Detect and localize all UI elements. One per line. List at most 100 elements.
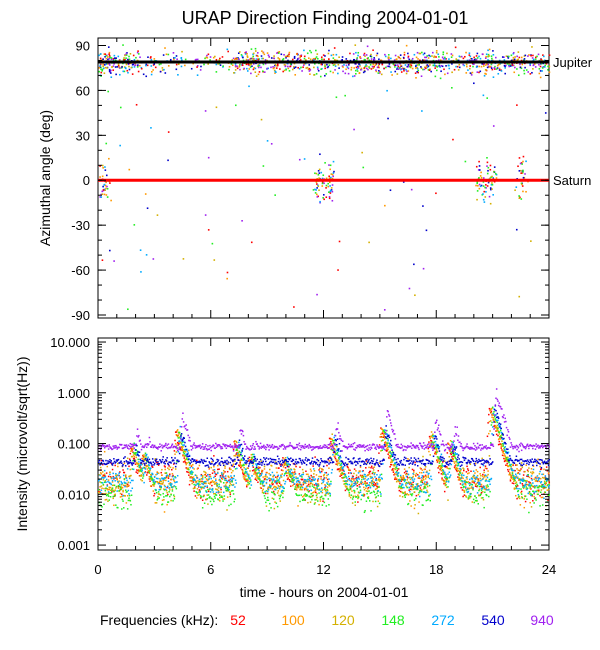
intensity-point [386,442,389,444]
intensity-point [453,453,455,455]
intensity-point [418,459,421,462]
azimuth-point [343,64,345,66]
intensity-point [325,505,328,507]
azimuth-point [480,176,483,179]
intensity-point [425,491,428,494]
intensity-point [509,464,512,467]
azimuth-point [490,176,492,179]
azimuth-point [322,193,325,196]
intensity-point [336,463,339,465]
azimuth-point [129,52,132,55]
intensity-point [353,468,356,470]
intensity-point [238,464,240,466]
intensity-point [438,445,441,448]
azimuth-point [476,182,479,185]
intensity-point [428,477,431,480]
intensity-point [441,461,444,463]
azimuth-point [305,59,307,61]
intensity-point [423,487,426,489]
intensity-point [467,469,470,472]
intensity-point [385,444,387,447]
azimuth-point [104,184,107,187]
intensity-point [208,467,210,469]
intensity-point [324,494,327,497]
azimuth-point [298,67,301,70]
intensity-point [415,475,417,477]
intensity-point [219,479,222,482]
intensity-point [140,469,142,471]
intensity-point [289,480,291,483]
azimuth-point [415,76,417,79]
azimuth-point [522,155,525,158]
intensity-point [207,490,210,493]
azimuth-point [474,58,477,60]
azimuth-point [363,67,366,69]
intensity-point [346,465,349,468]
intensity-point [285,470,287,473]
intensity-point [313,470,316,472]
intensity-point [339,475,341,477]
intensity-point [486,461,489,464]
azimuth-point [523,176,526,179]
azimuth-point [344,72,347,75]
intensity-point [157,462,159,464]
azimuth-point [314,188,316,191]
azimuth-point [262,57,265,60]
intensity-point [426,489,428,492]
intensity-point [230,479,233,482]
intensity-point [426,471,428,474]
intensity-point [363,475,365,478]
intensity-point [293,483,296,485]
azimuth-point [287,65,289,68]
intensity-point [403,486,405,489]
intensity-point [538,486,540,489]
intensity-point [306,489,308,492]
intensity-point [181,440,184,443]
intensity-point [393,478,396,480]
azimuth-point [257,66,260,69]
intensity-point [478,481,481,484]
intensity-point [538,480,541,483]
intensity-point [359,482,362,484]
intensity-point [315,494,318,497]
azimuth-point [500,70,503,72]
azimuth-point [260,55,263,57]
intensity-point [414,461,416,464]
intensity-point [331,468,333,471]
intensity-point [430,475,432,478]
azimuth-point [432,64,435,67]
intensity-point [364,477,366,480]
intensity-point [344,485,347,487]
intensity-point [140,470,143,473]
intensity-point [452,441,455,444]
azimuth-point [370,58,373,60]
intensity-point [338,458,341,460]
intensity-point [233,500,235,503]
azimuth-point [521,172,524,174]
intensity-point [405,475,408,478]
intensity-point [374,496,377,499]
azimuth-point [123,57,125,59]
intensity-point [272,475,274,478]
intensity-point [443,481,445,483]
azimuth-point [378,69,380,72]
azimuth-point [490,66,492,68]
intensity-point [201,474,204,477]
intensity-point [165,472,168,474]
azimuth-point [413,263,415,266]
intensity-point [328,478,330,480]
azimuth-point [379,71,381,73]
azimuth-point [194,59,197,61]
azimuth-point [524,54,527,57]
intensity-point [150,475,153,478]
intensity-point [227,489,230,492]
intensity-point [483,469,485,471]
azimuth-point [364,65,366,68]
intensity-point [175,433,178,436]
intensity-point [489,442,492,444]
intensity-point [518,497,521,500]
azimuth-point [491,183,494,186]
azimuth-point [493,67,496,69]
intensity-point [494,418,497,420]
intensity-point [301,485,303,488]
